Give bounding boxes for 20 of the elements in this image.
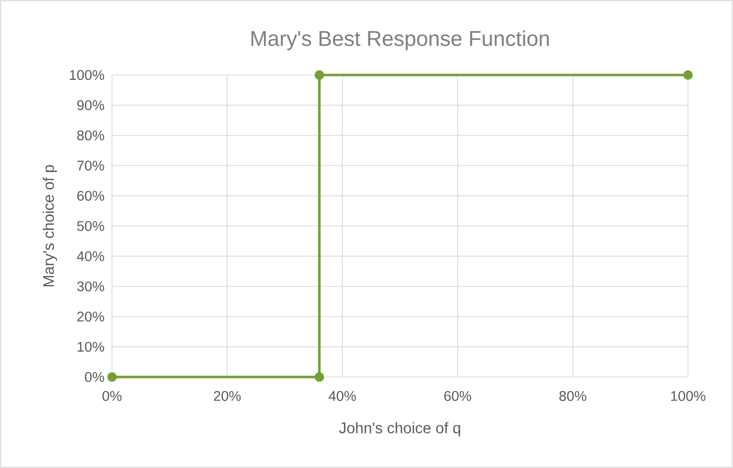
x-tick-label: 60% [444, 391, 472, 401]
y-tick-label: 60% [77, 190, 104, 201]
x-axis-title: John's choice of q [339, 422, 460, 436]
x-tick-label: 0% [102, 391, 122, 401]
y-tick-label: 30% [77, 281, 104, 292]
x-tick-label: 100% [671, 391, 706, 401]
chart-title: Mary's Best Response Function [252, 30, 549, 50]
y-tick-label: 70% [77, 160, 104, 171]
y-tick-label: 40% [76, 251, 104, 262]
y-tick-label: 100% [70, 70, 104, 80]
x-tick-label: 40% [328, 391, 356, 401]
y-tick-label: 90% [77, 100, 104, 110]
y-axis-title: Mary's choice of p [42, 165, 57, 286]
y-tick-label: 10% [78, 342, 104, 352]
y-tick-label: 50% [77, 221, 104, 231]
y-tick-label: 80% [77, 130, 104, 140]
x-tick-label: 80% [559, 391, 586, 401]
y-tick-label: 20% [77, 312, 104, 322]
x-tick-label: 20% [214, 391, 241, 401]
y-tick-label: 0% [84, 372, 104, 382]
